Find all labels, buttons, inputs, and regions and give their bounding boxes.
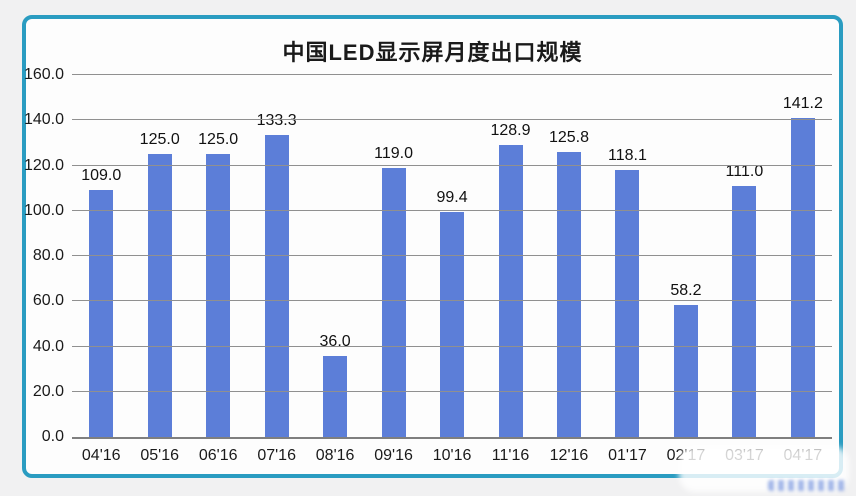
x-tick-label: 11'16 — [491, 447, 530, 464]
y-tick-label: 0.0 — [41, 428, 64, 445]
gridline — [72, 255, 832, 256]
bar-value-label: 111.0 — [725, 162, 764, 180]
gridline — [72, 164, 832, 166]
x-tick-label: 10'16 — [432, 447, 472, 464]
bar — [732, 185, 757, 437]
x-tick-label: 01'17 — [608, 447, 647, 464]
gridline — [72, 300, 832, 302]
bar — [615, 169, 640, 437]
gridline — [72, 390, 832, 392]
bar — [440, 212, 465, 437]
x-tick-label: 09'16 — [374, 447, 413, 464]
gridline — [72, 209, 832, 211]
gridline — [72, 119, 832, 121]
x-tick-label: 05'16 — [140, 447, 180, 464]
bar-value-label: 36.0 — [319, 332, 351, 350]
bar-slot: 118.1 — [598, 75, 656, 437]
bar — [673, 305, 698, 437]
bar — [381, 167, 406, 437]
x-tick-label: 04'16 — [81, 447, 121, 464]
bar-slot: 128.9 — [481, 75, 539, 437]
bar-value-label: 125.0 — [139, 131, 180, 149]
bar-slot: 125.0 — [189, 75, 247, 437]
bar — [556, 152, 581, 437]
y-tick-label: 100.0 — [23, 201, 64, 219]
bar-value-label: 133.3 — [256, 112, 297, 130]
bar — [89, 190, 114, 437]
chart-title: 中国LED显示屏月度出口规模 — [282, 40, 583, 65]
bar-value-label: 118.1 — [608, 146, 647, 164]
bar — [264, 135, 289, 437]
x-tick-label: 08'16 — [315, 447, 355, 464]
bar-slot: 125.0 — [130, 75, 188, 437]
bar-value-label: 128.9 — [490, 122, 531, 140]
bar — [323, 355, 348, 437]
bar-value-label: 125.8 — [548, 129, 589, 147]
bar-value-label: 109.0 — [81, 167, 122, 185]
x-tick-label: 03'17 — [725, 447, 764, 464]
y-tick-label: 160.0 — [23, 66, 64, 83]
x-tick-label: 12'16 — [549, 447, 589, 464]
bar-slot: 58.2 — [657, 75, 715, 437]
x-tick-label: 04'17 — [783, 447, 823, 464]
bar-slot: 109.0 — [72, 75, 130, 437]
bar — [498, 145, 523, 437]
bar — [790, 117, 815, 437]
x-tick-label: 02'17 — [666, 447, 706, 464]
watermark-ink — [768, 480, 848, 491]
bar — [206, 154, 231, 437]
y-tick-label: 120.0 — [23, 156, 64, 174]
plot-area: 0.0 20.0 40.0 60.0 80.0 100.0 120.0 140.0 160.0 … — [24, 66, 832, 464]
y-tick-label: 80.0 — [32, 247, 64, 264]
y-tick-label: 140.0 — [23, 111, 64, 129]
bar-slot: 36.0 — [306, 75, 364, 437]
chart-card: 中国LED显示屏月度出口规模 0.0 20.0 40.0 60.0 80.0 100.0 1… — [22, 15, 849, 492]
y-tick-label: 40.0 — [32, 337, 64, 355]
bar-value-label: 141.2 — [782, 94, 823, 112]
bar-slot: 133.3 — [247, 75, 305, 437]
y-axis-labels: 0.0 20.0 40.0 60.0 80.0 100.0 120.0 140.0 160.0 — [23, 66, 68, 445]
bar-value-label: 99.4 — [436, 189, 468, 207]
x-tick-label: 06'16 — [198, 447, 238, 464]
x-tick-label: 07'16 — [257, 447, 296, 464]
bar-slot: 99.4 — [423, 75, 481, 437]
bar-value-label: 58.2 — [670, 282, 702, 300]
bar-slot: 111.0 — [715, 75, 773, 437]
bar-slot: 141.2 — [774, 75, 832, 437]
gridline — [72, 345, 832, 347]
bar — [147, 154, 172, 437]
y-tick-label: 60.0 — [32, 292, 64, 310]
bar-value-label: 119.0 — [374, 144, 413, 162]
y-tick-label: 20.0 — [32, 382, 64, 400]
bar-value-label: 125.0 — [198, 131, 239, 149]
gridline — [72, 74, 832, 75]
x-axis-labels: 04'16 05'16 06'16 07'16 08'16 09'16 10'16 11'16… — [72, 447, 832, 465]
bar-slot: 119.0 — [364, 75, 422, 437]
bar-slot: 125.8 — [540, 75, 598, 437]
bars-row: 109.0 125.0 125.0 133.3 36.0 119.0 99.4 128.9 12… — [72, 75, 832, 437]
